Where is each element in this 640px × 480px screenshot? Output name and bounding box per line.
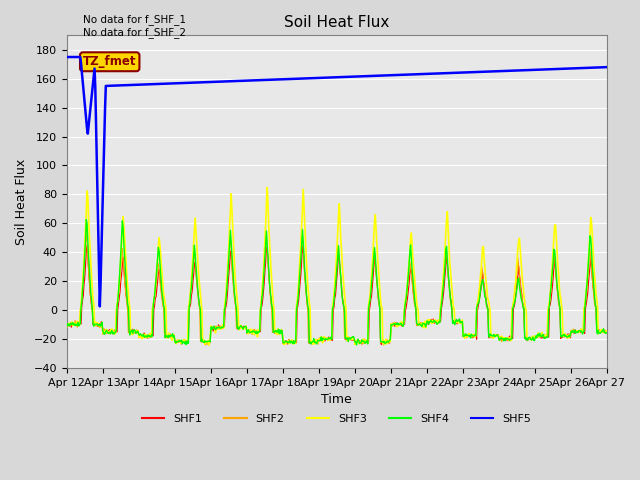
Text: No data for f_SHF_1: No data for f_SHF_1 bbox=[83, 13, 186, 24]
Legend: SHF1, SHF2, SHF3, SHF4, SHF5: SHF1, SHF2, SHF3, SHF4, SHF5 bbox=[138, 410, 536, 429]
Text: TZ_fmet: TZ_fmet bbox=[83, 55, 136, 68]
Y-axis label: Soil Heat Flux: Soil Heat Flux bbox=[15, 158, 28, 245]
Title: Soil Heat Flux: Soil Heat Flux bbox=[284, 15, 389, 30]
X-axis label: Time: Time bbox=[321, 393, 352, 406]
Text: No data for f_SHF_2: No data for f_SHF_2 bbox=[83, 27, 186, 38]
